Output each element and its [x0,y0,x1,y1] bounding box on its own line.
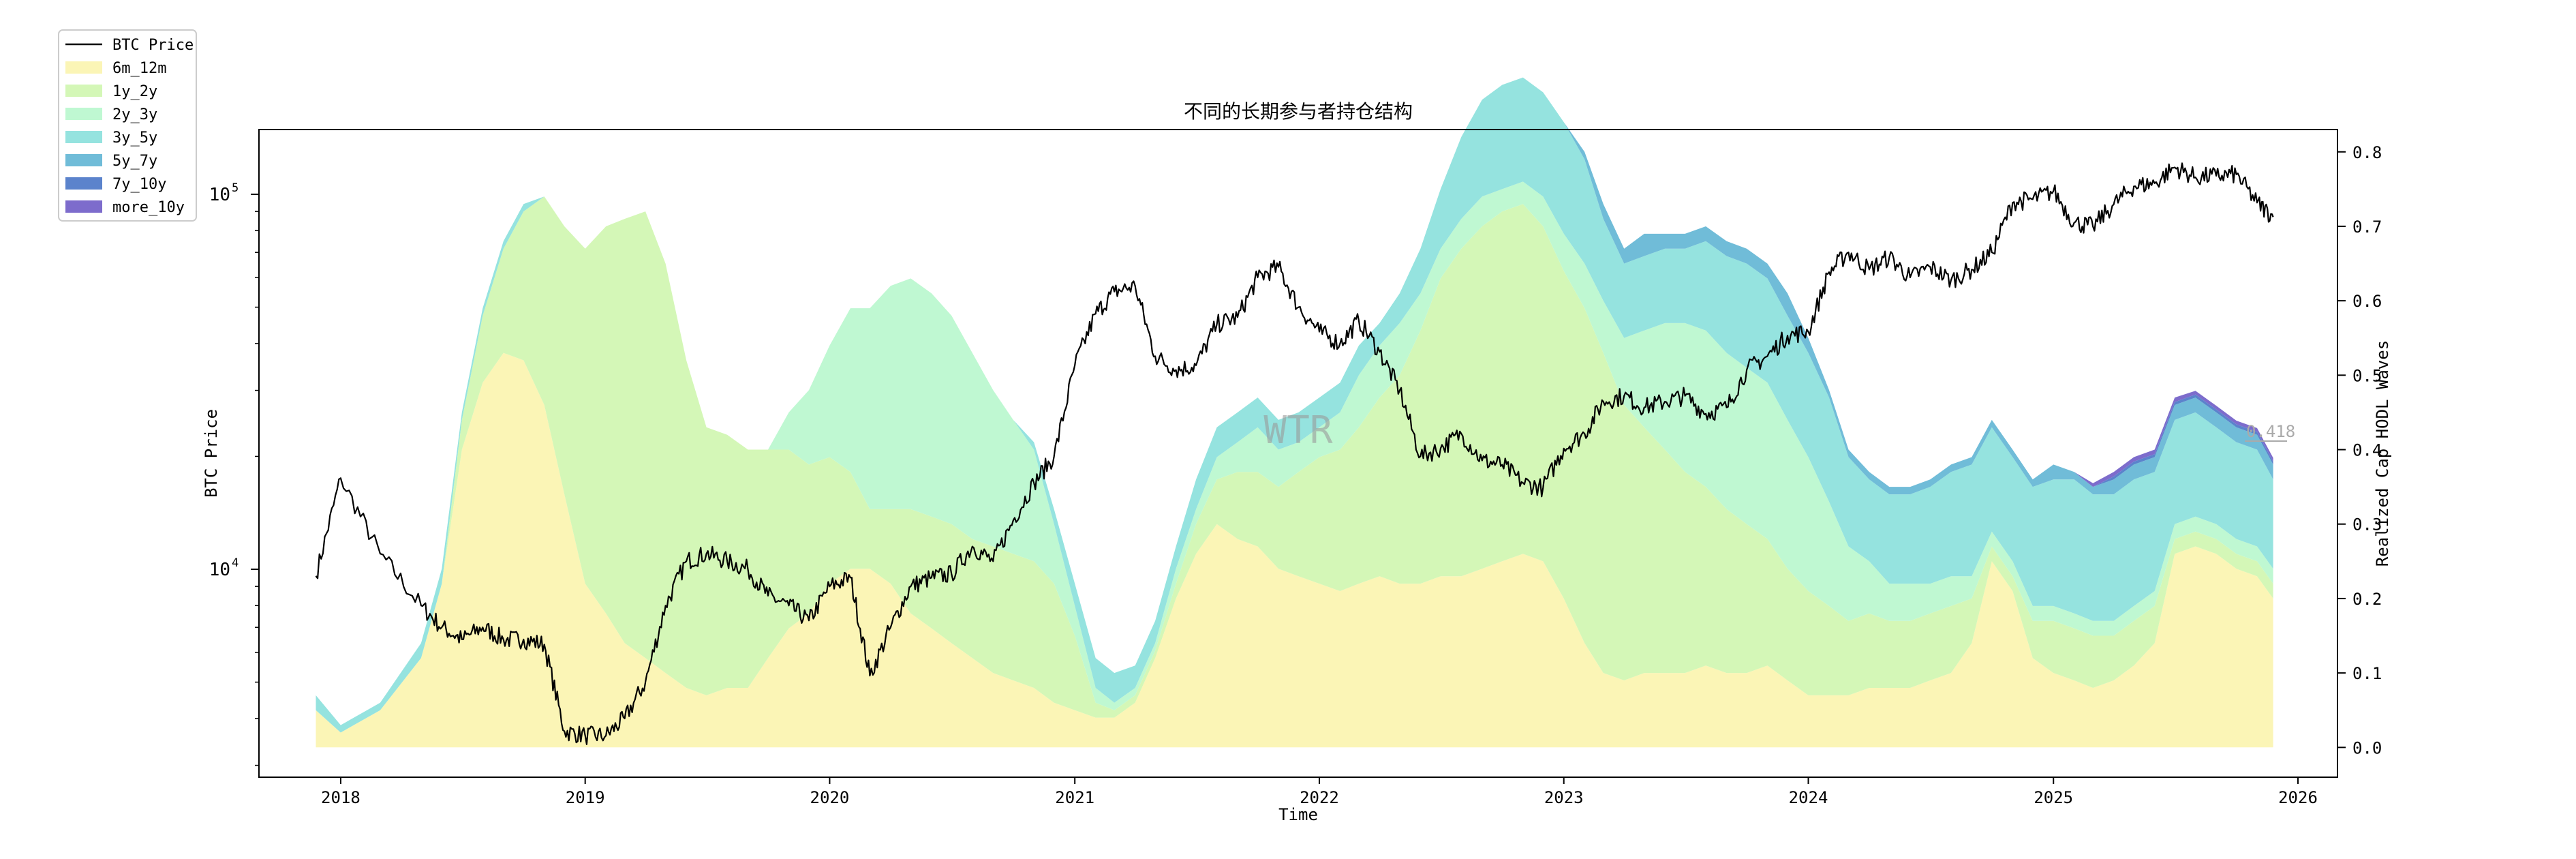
svg-text:2024: 2024 [1789,788,1828,807]
svg-text:3y_5y: 3y_5y [112,130,157,147]
x-tick-2023: 2023 [1544,777,1584,807]
svg-text:2026: 2026 [2278,788,2318,807]
svg-text:0.4: 0.4 [2352,441,2382,460]
btc-price-layer [315,162,2274,745]
svg-text:0.7: 0.7 [2352,217,2382,237]
legend-box [58,29,197,222]
legend-item-1y-2y: 1y_2y [65,83,157,100]
svg-text:0.0: 0.0 [2352,738,2382,757]
right-y-tick-0.5: 0.5 [2337,366,2382,385]
svg-text:7y_10y: 7y_10y [112,176,166,193]
svg-text:1y_2y: 1y_2y [112,83,157,100]
area-6m-12m [316,352,2273,748]
legend-item-more-10y: more_10y [65,199,185,216]
left-y-tick-100000: 10 5 [209,181,259,205]
svg-text:more_10y: more_10y [112,199,185,216]
x-tick-2021: 2021 [1055,777,1094,807]
right-y-tick-0.6: 0.6 [2337,292,2382,311]
svg-text:0.3: 0.3 [2352,515,2382,534]
svg-text:10: 10 [209,185,230,205]
right-y-tick-0.4: 0.4 [2337,441,2382,460]
svg-text:0.1: 0.1 [2352,664,2382,683]
x-tick-2026: 2026 [2278,777,2318,807]
svg-text:4: 4 [232,556,239,570]
svg-text:10: 10 [209,560,230,580]
svg-text:2022: 2022 [1300,788,1339,807]
chart-title: 不同的长期参与者持仓结构 [1184,100,1413,123]
latest-value-annotation: 0.418 [2245,422,2295,442]
svg-text:2023: 2023 [1544,788,1584,807]
x-tick-2020: 2020 [810,777,850,807]
legend-item-3y-5y: 3y_5y [65,130,157,147]
right-y-tick-0.0: 0.0 [2337,738,2382,757]
legend-item-2y-3y: 2y_3y [65,106,157,123]
legend-item-btc-price: BTC Price [65,37,194,54]
svg-text:2020: 2020 [810,788,850,807]
svg-text:0.2: 0.2 [2352,590,2382,609]
right-y-axis-ticks: 0.0 0.1 0.2 0.3 0.4 0.5 0.6 0.7 0.8 [2337,143,2382,757]
right-y-tick-0.3: 0.3 [2337,515,2382,534]
x-axis-ticks: 2018 2019 2020 2021 2022 2023 2024 2025 2026 [321,777,2318,807]
svg-text:0.8: 0.8 [2352,143,2382,162]
x-tick-2019: 2019 [566,777,605,807]
right-y-tick-0.7: 0.7 [2337,217,2382,237]
legend-item-6m-12m: 6m_12m [65,60,166,77]
svg-text:2y_3y: 2y_3y [112,106,157,123]
right-y-axis-label: Realized Cap HODL Waves [2373,340,2392,567]
x-tick-2025: 2025 [2034,777,2073,807]
right-y-tick-0.2: 0.2 [2337,590,2382,609]
x-tick-2018: 2018 [321,777,361,807]
hodl-area-layers [316,77,2273,748]
x-axis-label: Time [1278,805,1318,824]
svg-text:2025: 2025 [2034,788,2073,807]
area-1y-2y [316,196,2273,733]
svg-text:5y_7y: 5y_7y [112,153,157,170]
svg-text:2021: 2021 [1055,788,1094,807]
x-tick-2022: 2022 [1300,777,1339,807]
btc-price-line [315,162,2274,745]
latest-value-label: 0.418 [2246,422,2295,441]
chart-legend: BTC Price 6m_12m 1y_2y 2y_3y 3y_5y 5y_7y 7y_10… [58,29,197,222]
watermark-text: WTR [1263,408,1332,453]
svg-text:2019: 2019 [566,788,605,807]
left-y-axis-label: BTC Price [202,409,221,498]
right-y-tick-0.1: 0.1 [2337,664,2382,683]
plot-frame [258,129,2338,778]
svg-text:BTC Price: BTC Price [112,37,194,54]
x-tick-2024: 2024 [1789,777,1828,807]
left-y-tick-10000: 10 4 [209,211,259,580]
svg-text:6m_12m: 6m_12m [112,60,166,77]
svg-text:5: 5 [232,181,239,195]
svg-text:2018: 2018 [321,788,361,807]
right-y-tick-0.8: 0.8 [2337,143,2382,162]
legend-item-7y-10y: 7y_10y [65,176,166,193]
legend-item-5y-7y: 5y_7y [65,153,157,170]
area-2y-3y [316,181,2273,733]
svg-text:0.5: 0.5 [2352,366,2382,385]
svg-text:0.6: 0.6 [2352,292,2382,311]
